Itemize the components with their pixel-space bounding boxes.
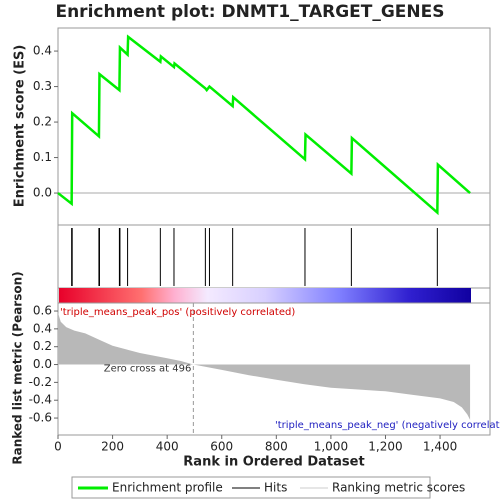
y-tick-label: -0.4: [29, 393, 52, 407]
x-tick-label: 1,000: [314, 440, 348, 454]
legend-label: Hits: [264, 481, 287, 495]
y-tick-label: 0.2: [33, 115, 52, 129]
metric-area: [58, 312, 471, 420]
x-tick-label: 0: [54, 440, 62, 454]
y-tick-label: -0.6: [29, 411, 52, 425]
enrichment-line: [57, 34, 471, 216]
x-axis-label: Rank in Ordered Dataset: [183, 455, 364, 470]
neg-label: 'triple_means_peak_neg' (negatively corr…: [275, 420, 500, 431]
y-tick-label: 0.6: [33, 304, 52, 318]
chart-title: Enrichment plot: DNMT1_TARGET_GENES: [55, 2, 444, 22]
y-tick-label: 0.1: [33, 150, 52, 164]
legend-label: Enrichment profile: [112, 481, 223, 495]
rank-color-bar: [59, 288, 471, 303]
x-tick-label: 800: [265, 440, 288, 454]
y-tick-label: 0.3: [33, 79, 52, 93]
y-tick-label: 0.4: [33, 321, 52, 335]
pos-label: 'triple_means_peak_pos' (positively corr…: [60, 307, 295, 318]
x-tick-label: 600: [210, 440, 233, 454]
y-tick-label: 0.4: [33, 44, 52, 58]
x-tick-label: 1,400: [423, 440, 457, 454]
y-tick-label: 0.0: [33, 357, 52, 371]
x-tick-label: 400: [156, 440, 179, 454]
y-tick-label: -0.2: [29, 375, 52, 389]
x-tick-label: 1,200: [368, 440, 402, 454]
x-tick-label: 200: [101, 440, 124, 454]
y-tick-label: 0.2: [33, 339, 52, 353]
y-tick-label: 0.0: [33, 186, 52, 200]
plot-frame: [57, 27, 491, 436]
y-axis-label: Enrichment score (ES): [13, 45, 28, 208]
y-axis-label: Ranked list metric (Pearson): [11, 271, 25, 464]
legend-label: Ranking metric scores: [332, 481, 465, 495]
zero-cross-label: Zero cross at 496: [104, 364, 192, 375]
